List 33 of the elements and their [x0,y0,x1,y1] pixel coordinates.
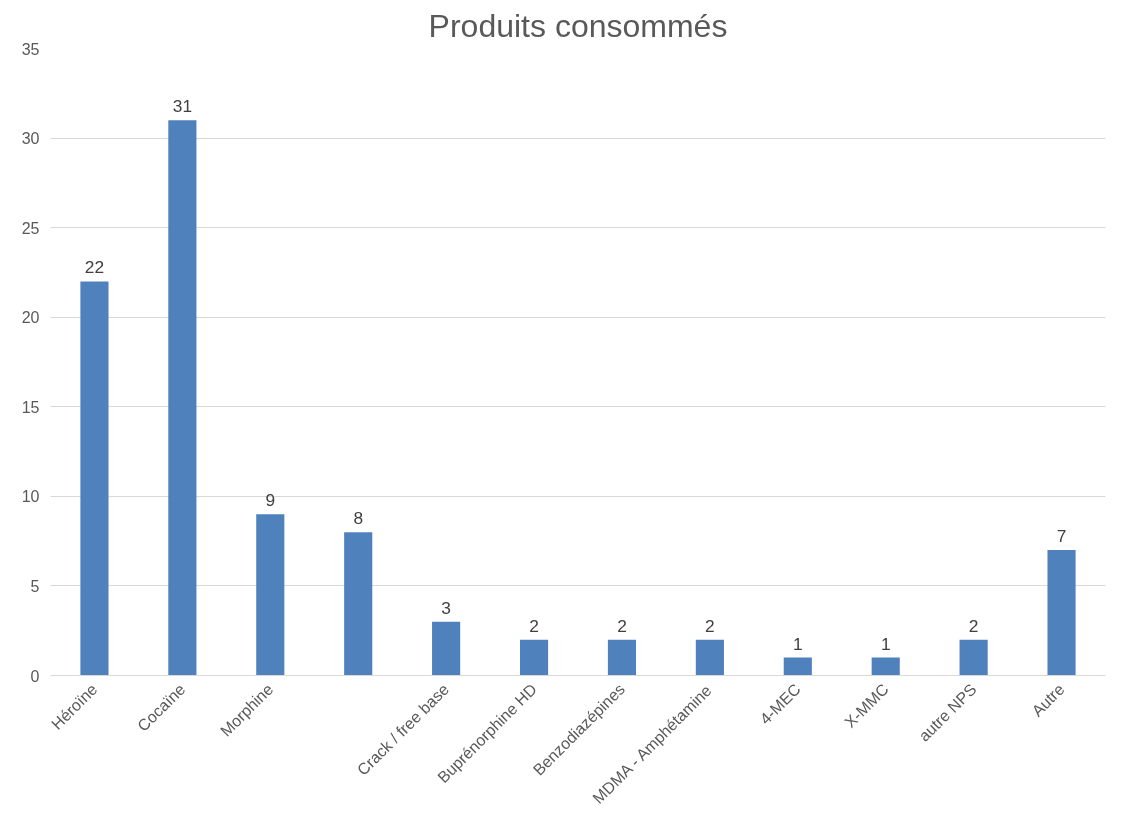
y-tick-label: 0 [30,667,40,685]
bar [607,639,637,676]
data-label: 1 [792,633,803,654]
bar [256,514,285,676]
chart-title: Produits consommés [428,7,728,44]
y-tick-label: 25 [21,219,40,237]
bar [80,281,109,676]
data-label: 2 [529,615,539,636]
bar [519,639,549,676]
data-label: 1 [880,633,891,654]
data-label: 7 [1056,526,1067,547]
data-label: 3 [441,597,451,618]
bar [871,657,900,676]
bar [168,120,197,676]
y-tick-label: 5 [30,577,40,595]
y-tick-label: 30 [21,130,40,148]
bar [1047,550,1076,676]
bar [783,657,812,676]
y-tick-label: 20 [21,309,40,327]
bar [432,621,461,676]
y-tick-label: 15 [21,398,40,416]
y-tick-label: 35 [21,40,40,58]
data-label: 9 [265,490,276,511]
bar [695,639,724,676]
data-label: 2 [617,615,627,636]
data-label: 22 [84,257,105,278]
y-tick-label: 10 [21,488,40,506]
bar [959,639,988,676]
bar [344,532,373,676]
data-label: 2 [705,615,715,636]
data-label: 31 [172,96,193,117]
data-label: 8 [353,508,364,529]
data-label: 2 [968,615,979,636]
